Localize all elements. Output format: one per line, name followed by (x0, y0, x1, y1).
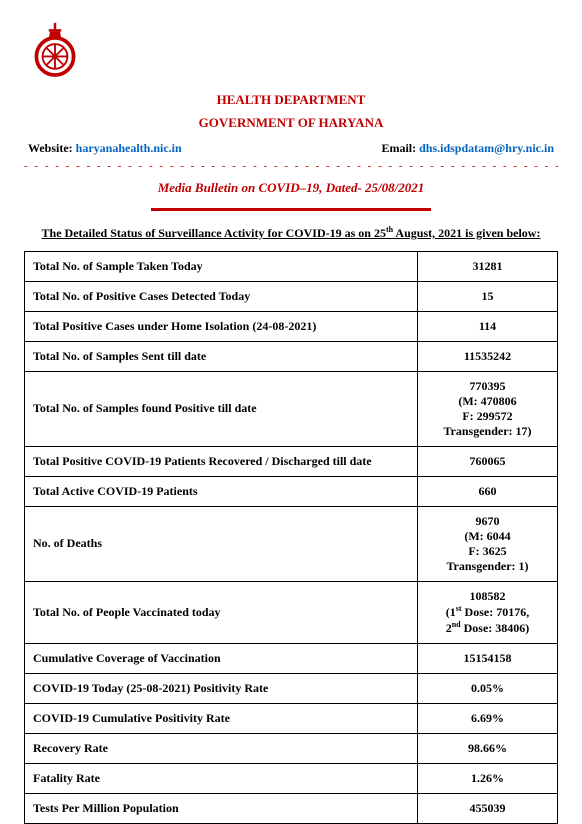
row-label: Total No. of Samples Sent till date (25, 341, 418, 371)
row-label: COVID-19 Cumulative Positivity Rate (25, 703, 418, 733)
email-block: Email: dhs.idspdatam@hry.nic.in (381, 141, 554, 156)
row-value: 31281 (418, 251, 558, 281)
row-value: 6.69% (418, 703, 558, 733)
website-link[interactable]: haryanahealth.nic.in (76, 141, 182, 155)
table-subheading: The Detailed Status of Surveillance Acti… (24, 225, 558, 241)
table-row: Tests Per Million Population455039 (25, 793, 558, 823)
row-value: 11535242 (418, 341, 558, 371)
row-label: Total No. of People Vaccinated today (25, 581, 418, 643)
row-value: 770395(M: 470806F: 299572Transgender: 17… (418, 371, 558, 446)
bulletin-title: Media Bulletin on COVID–19, Dated- 25/08… (24, 180, 558, 196)
row-label: Total No. of Samples found Positive till… (25, 371, 418, 446)
govt-line: GOVERNMENT OF HARYANA (24, 111, 558, 134)
contact-row: Website: haryanahealth.nic.in Email: dhs… (24, 141, 558, 156)
row-label: Recovery Rate (25, 733, 418, 763)
row-value: 15 (418, 281, 558, 311)
row-label: No. of Deaths (25, 506, 418, 581)
row-label: Total Positive Cases under Home Isolatio… (25, 311, 418, 341)
table-row: Total No. of People Vaccinated today1085… (25, 581, 558, 643)
table-row: Total Active COVID-19 Patients660 (25, 476, 558, 506)
table-row: Recovery Rate98.66% (25, 733, 558, 763)
row-label: Total No. of Positive Cases Detected Tod… (25, 281, 418, 311)
header-block: HEALTH DEPARTMENT GOVERNMENT OF HARYANA (24, 88, 558, 135)
red-rule-wrap (24, 200, 558, 215)
row-label: Total Positive COVID-19 Patients Recover… (25, 446, 418, 476)
row-value: 760065 (418, 446, 558, 476)
row-value: 15154158 (418, 643, 558, 673)
row-value: 0.05% (418, 673, 558, 703)
row-value: 1.26% (418, 763, 558, 793)
row-value: 114 (418, 311, 558, 341)
row-value: 108582(1st Dose: 70176,2nd Dose: 38406) (418, 581, 558, 643)
row-value: 98.66% (418, 733, 558, 763)
website-block: Website: haryanahealth.nic.in (28, 141, 182, 156)
table-row: Total Positive Cases under Home Isolatio… (25, 311, 558, 341)
table-row: Total No. of Samples found Positive till… (25, 371, 558, 446)
table-row: Total No. of Samples Sent till date11535… (25, 341, 558, 371)
row-label: COVID-19 Today (25-08-2021) Positivity R… (25, 673, 418, 703)
red-rule-icon (151, 208, 431, 211)
row-value: 455039 (418, 793, 558, 823)
table-row: COVID-19 Today (25-08-2021) Positivity R… (25, 673, 558, 703)
table-row: COVID-19 Cumulative Positivity Rate6.69% (25, 703, 558, 733)
table-row: No. of Deaths9670(M: 6044F: 3625Transgen… (25, 506, 558, 581)
row-label: Cumulative Coverage of Vaccination (25, 643, 418, 673)
bulletin-dated: Dated- 25/08/2021 (322, 180, 424, 195)
subhead-post: August, 2021 is given below: (393, 226, 540, 240)
emblem-container (24, 18, 558, 84)
bulletin-bold: COVID–19, (259, 180, 323, 195)
stats-table: Total No. of Sample Taken Today31281Tota… (24, 251, 558, 824)
website-label: Website: (28, 141, 76, 155)
row-label: Total No. of Sample Taken Today (25, 251, 418, 281)
emblem-icon (24, 18, 86, 80)
table-row: Cumulative Coverage of Vaccination151541… (25, 643, 558, 673)
table-row: Total No. of Positive Cases Detected Tod… (25, 281, 558, 311)
dashed-divider: - - - - - - - - - - - - - - - - - - - - … (24, 160, 558, 172)
subhead-pre: The Detailed Status of Surveillance Acti… (42, 226, 386, 240)
dept-line: HEALTH DEPARTMENT (24, 88, 558, 111)
table-row: Total Positive COVID-19 Patients Recover… (25, 446, 558, 476)
row-label: Fatality Rate (25, 763, 418, 793)
email-label: Email: (381, 141, 419, 155)
email-link[interactable]: dhs.idspdatam@hry.nic.in (419, 141, 554, 155)
row-value: 9670(M: 6044F: 3625Transgender: 1) (418, 506, 558, 581)
row-label: Tests Per Million Population (25, 793, 418, 823)
bulletin-prefix: Media Bulletin on (158, 180, 259, 195)
table-row: Fatality Rate1.26% (25, 763, 558, 793)
table-row: Total No. of Sample Taken Today31281 (25, 251, 558, 281)
row-value: 660 (418, 476, 558, 506)
row-label: Total Active COVID-19 Patients (25, 476, 418, 506)
stats-tbody: Total No. of Sample Taken Today31281Tota… (25, 251, 558, 823)
